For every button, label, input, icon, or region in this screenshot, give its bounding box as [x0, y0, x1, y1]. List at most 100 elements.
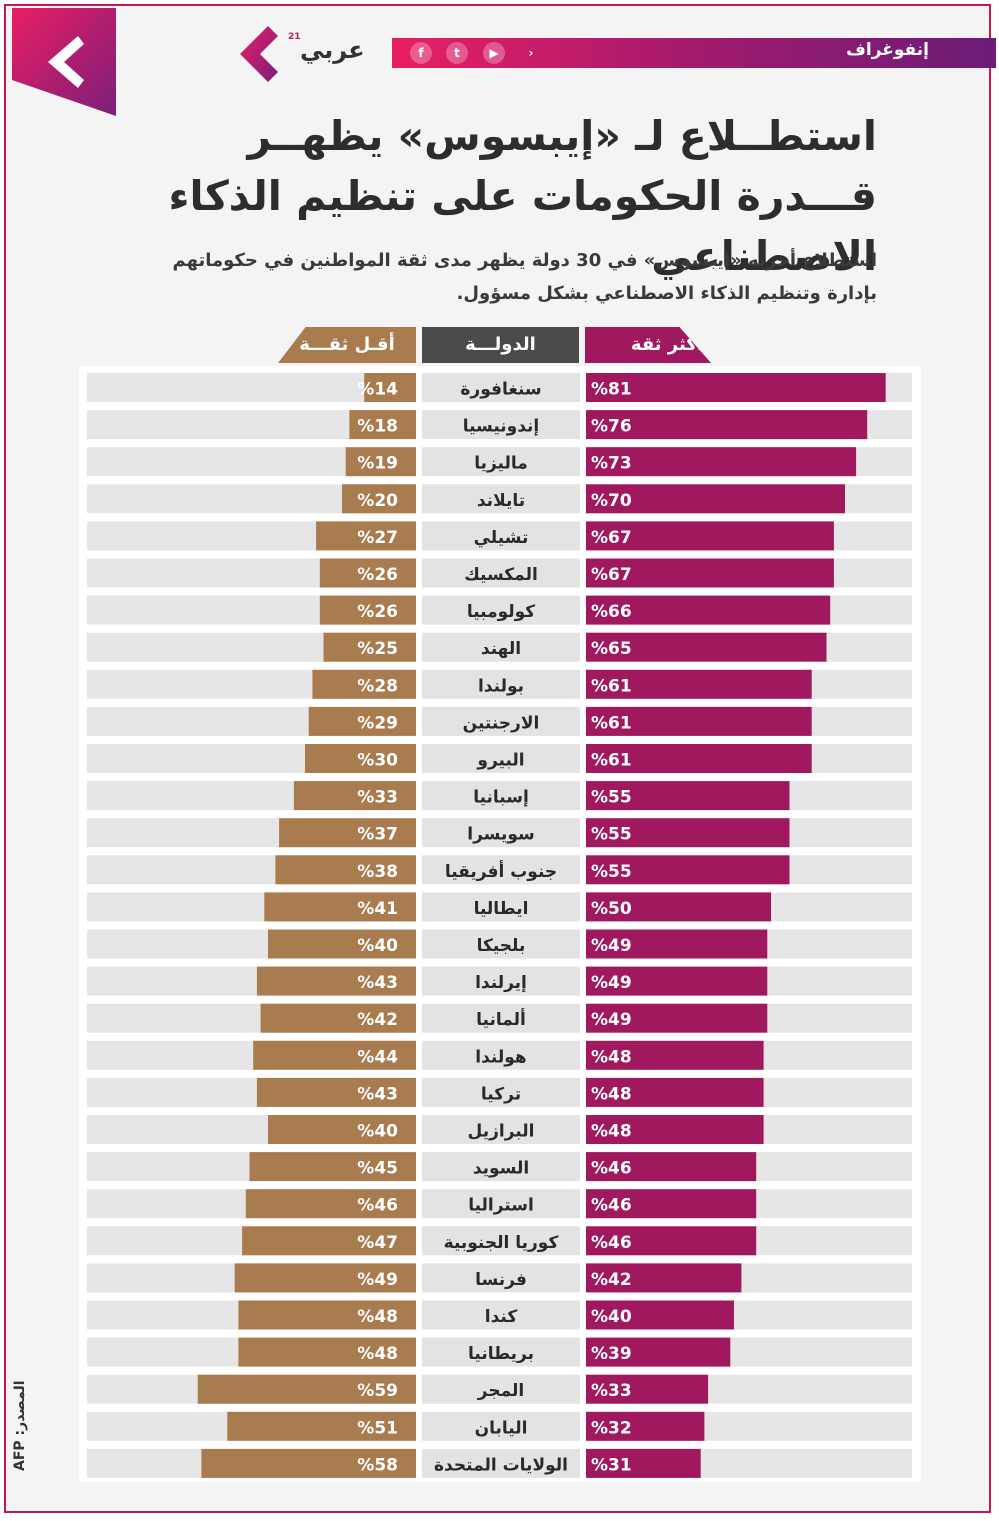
- country-label: ماليزيا: [474, 454, 528, 474]
- high-trust-bar: [586, 521, 834, 551]
- brand-name: عربي: [300, 36, 365, 64]
- low-trust-bar: [268, 1115, 416, 1144]
- high-trust-bar: [586, 1411, 705, 1441]
- country-cell: [422, 818, 580, 848]
- high-trust-label: %46: [591, 1159, 632, 1179]
- country-cell: [422, 447, 580, 477]
- low-trust-bar: [312, 669, 416, 699]
- high-trust-label: %31: [591, 1455, 632, 1475]
- facebook-icon[interactable]: f: [410, 42, 432, 64]
- country-label: بولندا: [478, 676, 524, 696]
- twitter-icon[interactable]: t: [446, 42, 468, 64]
- low-trust-label: %27: [357, 528, 398, 548]
- country-cell: [422, 1448, 580, 1478]
- low-trust-label: %20: [357, 491, 398, 511]
- high-trust-bar: [586, 855, 790, 885]
- high-trust-bar: [586, 892, 771, 922]
- low-trust-label: %37: [357, 825, 398, 845]
- low-trust-bar: [319, 558, 416, 588]
- country-cell: [422, 1189, 580, 1219]
- country-label: ايطاليا: [474, 899, 529, 919]
- low-trust-label: %25: [357, 639, 398, 659]
- low-trust-bar: [242, 1226, 416, 1256]
- low-trust-bar: [364, 373, 416, 402]
- youtube-icon[interactable]: ▶: [483, 42, 505, 64]
- low-trust-bar: [256, 1077, 416, 1107]
- country-label: إسبانيا: [473, 788, 529, 808]
- high-trust-label: %67: [591, 565, 632, 585]
- country-cell: [422, 892, 580, 922]
- country-label: سويسرا: [467, 825, 534, 845]
- high-trust-bar: [586, 1152, 757, 1182]
- high-trust-label: %48: [591, 1122, 632, 1142]
- high-trust-bar: [586, 781, 790, 811]
- low-trust-bar: [316, 521, 416, 551]
- country-cell: [422, 410, 580, 440]
- country-label: السويد: [473, 1159, 529, 1179]
- low-trust-bar: [245, 1189, 416, 1219]
- country-cell: [422, 484, 580, 514]
- high-trust-bar: [586, 744, 812, 773]
- country-cell: [422, 855, 580, 885]
- high-trust-bar: [586, 373, 886, 402]
- high-trust-bar: [586, 1263, 742, 1293]
- country-cell: [422, 1226, 580, 1256]
- low-trust-label: %14: [357, 380, 398, 400]
- high-trust-label: %70: [591, 491, 632, 511]
- high-trust-bar: [586, 632, 827, 662]
- high-trust-label: %40: [591, 1307, 632, 1327]
- low-trust-bar: [349, 410, 416, 440]
- low-trust-label: %26: [357, 602, 398, 622]
- country-label: كوريا الجنوبية: [444, 1233, 559, 1253]
- country-label: هولندا: [475, 1047, 526, 1067]
- low-trust-bar: [268, 929, 416, 959]
- high-trust-label: %55: [591, 862, 632, 882]
- low-trust-bar: [305, 744, 416, 773]
- country-cell: [422, 1077, 580, 1107]
- trust-chart: %81 %14 سنغافورة %76 %18 إندونيسيا %73 %19 ماليز…: [87, 373, 912, 1478]
- low-trust-label: %44: [357, 1047, 398, 1067]
- high-trust-label: %61: [591, 713, 632, 733]
- country-cell: [422, 373, 580, 402]
- country-label: إيرلندا: [475, 973, 527, 993]
- low-trust-label: %45: [357, 1159, 398, 1179]
- header-country: الدولـــة: [422, 327, 579, 363]
- country-label: بريطانيا: [468, 1344, 534, 1364]
- brand-logo-icon: [240, 26, 278, 82]
- high-trust-bar: [586, 1003, 768, 1033]
- low-trust-label: %46: [357, 1196, 398, 1216]
- high-trust-bar: [586, 1115, 764, 1144]
- low-trust-label: %28: [357, 676, 398, 696]
- country-cell: [422, 1115, 580, 1144]
- country-cell: [422, 706, 580, 736]
- high-trust-label: %39: [591, 1344, 632, 1364]
- low-trust-label: %40: [357, 936, 398, 956]
- country-label: المكسيك: [464, 565, 538, 585]
- country-label: فرنسا: [475, 1270, 527, 1290]
- country-cell: [422, 1152, 580, 1182]
- low-trust-bar: [319, 595, 416, 625]
- high-trust-label: %48: [591, 1084, 632, 1104]
- high-trust-label: %81: [591, 380, 632, 400]
- country-label: الولايات المتحدة: [434, 1455, 568, 1475]
- country-label: سنغافورة: [460, 380, 541, 400]
- high-trust-bar: [586, 447, 857, 477]
- brand-superscript: 21: [288, 32, 301, 42]
- high-trust-label: %33: [591, 1381, 632, 1401]
- low-trust-bar: [249, 1152, 416, 1182]
- brand-arrow-icon[interactable]: ‹: [528, 46, 534, 60]
- country-label: جنوب أفريقيا: [445, 860, 557, 882]
- country-cell: [422, 632, 580, 662]
- high-trust-bar: [586, 706, 812, 736]
- country-label: بلجيكا: [477, 936, 526, 956]
- high-trust-bar: [586, 669, 812, 699]
- top-banner: [392, 38, 996, 68]
- country-cell: [422, 781, 580, 811]
- low-trust-bar: [323, 632, 416, 662]
- high-trust-bar: [586, 484, 845, 514]
- low-trust-bar: [253, 1040, 416, 1070]
- low-trust-label: %26: [357, 565, 398, 585]
- low-trust-bar: [201, 1448, 416, 1478]
- section-label: إنفوغراف: [846, 40, 929, 60]
- country-label: كولومبيا: [467, 602, 535, 622]
